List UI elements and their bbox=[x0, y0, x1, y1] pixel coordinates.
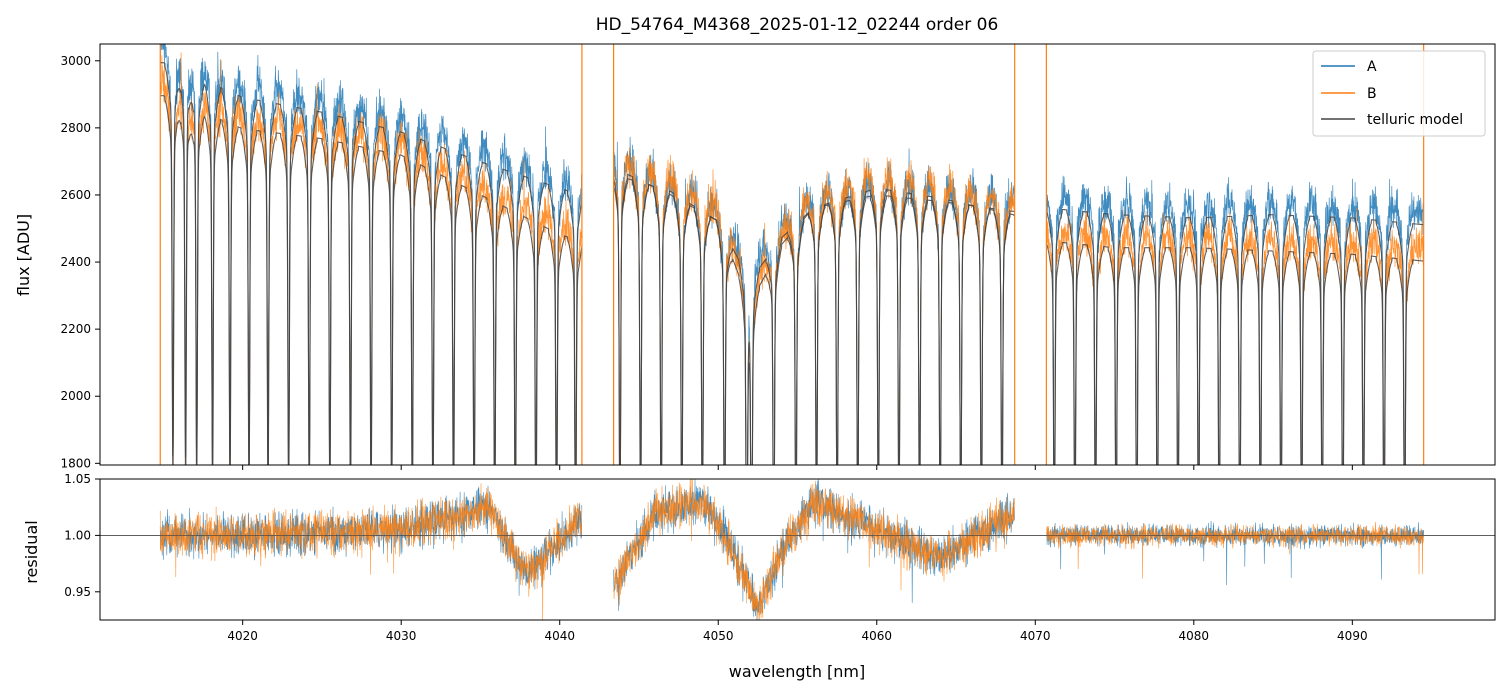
bottom-y-tick-label: 1.00 bbox=[64, 528, 91, 542]
top-y-tick-label: 2800 bbox=[60, 121, 91, 135]
bottom-x-ticks: 4020 4030 4040 4050 4060 4070 4080 4090 bbox=[227, 620, 1368, 643]
top-y-tick-label: 2200 bbox=[60, 322, 91, 336]
top-y-tick-label: 2400 bbox=[60, 255, 91, 269]
bottom-x-tick-label: 4050 bbox=[703, 629, 734, 643]
chart-title: HD_54764_M4368_2025-01-12_02244 order 06 bbox=[596, 15, 999, 35]
bottom-x-tick-label: 4060 bbox=[861, 629, 892, 643]
top-y-tick-label: 2000 bbox=[60, 389, 91, 403]
top-y-tick-label: 3000 bbox=[60, 54, 91, 68]
legend-frame bbox=[1312, 50, 1486, 137]
x-axis-label: wavelength [nm] bbox=[729, 662, 866, 681]
telluric-model-line-b bbox=[160, 95, 1424, 465]
legend-label-model: telluric model bbox=[1367, 112, 1463, 128]
top-y-ticks: 1800 2000 2200 2400 2600 2800 3000 bbox=[60, 54, 100, 470]
top-y-tick-label: 2600 bbox=[60, 188, 91, 202]
top-x-ticks bbox=[242, 465, 1353, 470]
legend-label-a: A bbox=[1367, 59, 1377, 75]
bottom-axes-frame bbox=[99, 478, 1496, 621]
bottom-x-tick-label: 4080 bbox=[1179, 629, 1210, 643]
bottom-y-axis-label: residual bbox=[22, 520, 41, 583]
bottom-y-tick-label: 0.95 bbox=[64, 585, 91, 599]
bottom-plot-data bbox=[100, 479, 1495, 620]
top-axes-frame bbox=[99, 43, 1496, 466]
bottom-y-tick-label: 1.05 bbox=[64, 472, 91, 486]
top-y-tick-label: 1800 bbox=[60, 456, 91, 470]
legend: A B telluric model bbox=[1312, 50, 1486, 137]
top-y-axis-label: flux [ADU] bbox=[14, 214, 33, 296]
legend-label-b: B bbox=[1367, 86, 1377, 102]
bottom-x-tick-label: 4070 bbox=[1020, 629, 1051, 643]
bottom-x-tick-label: 4040 bbox=[544, 629, 575, 643]
bottom-x-tick-label: 4020 bbox=[227, 629, 258, 643]
bottom-x-tick-label: 4030 bbox=[386, 629, 417, 643]
bottom-y-ticks: 0.95 1.00 1.05 bbox=[64, 472, 100, 599]
residual-b-line bbox=[159, 479, 1424, 620]
bottom-x-tick-label: 4090 bbox=[1337, 629, 1368, 643]
top-plot-data bbox=[159, 44, 1425, 465]
